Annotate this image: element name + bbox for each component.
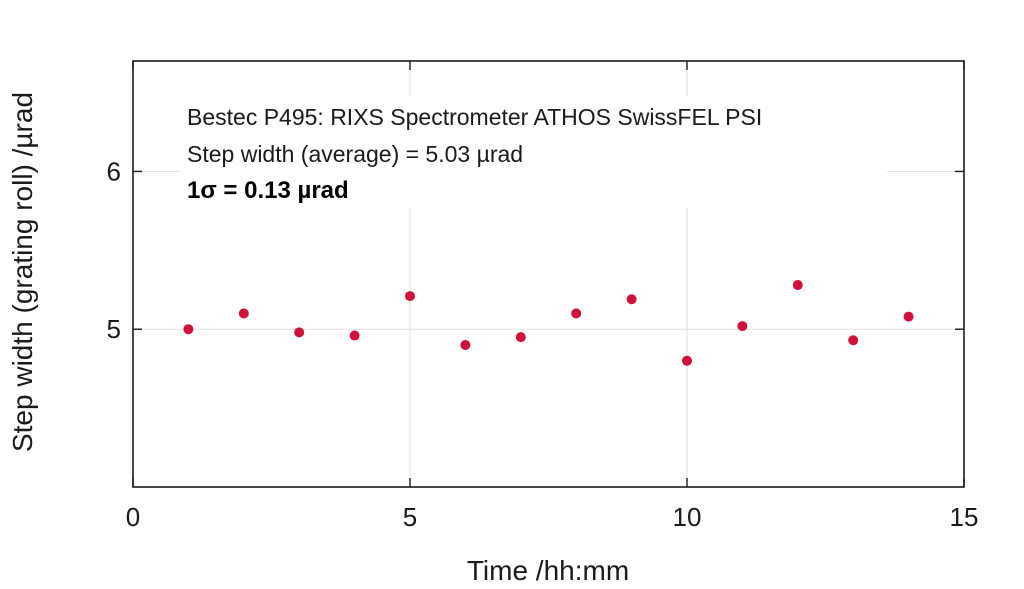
data-point: [460, 340, 471, 350]
data-point: [571, 308, 582, 319]
y-tick-labels: 56: [107, 156, 121, 344]
x-tick-label: 5: [403, 502, 417, 532]
annotation-box: [181, 96, 887, 208]
data-point: [626, 294, 637, 305]
data-point: [405, 291, 415, 302]
data-point: [848, 335, 859, 346]
annotation-sigma: 1σ = 0.13 µrad: [187, 177, 349, 204]
x-tick-labels: 0 5 10 15: [126, 502, 979, 532]
data-point: [238, 308, 249, 319]
x-tick-label: 10: [673, 502, 702, 532]
data-point: [682, 355, 692, 366]
x-tick-label: 15: [950, 502, 979, 532]
data-point: [903, 311, 914, 322]
y-tick-label: 5: [107, 314, 121, 344]
y-tick-label: 6: [107, 156, 121, 186]
x-axis-title: Time /hh:mm: [467, 555, 629, 586]
annotation-average: Step width (average) = 5.03 µrad: [187, 141, 523, 167]
data-point: [737, 321, 748, 332]
annotation-title: Bestec P495: RIXS Spectrometer ATHOS Swi…: [187, 104, 762, 130]
plot-frame: [132, 60, 965, 488]
data-point: [349, 330, 360, 341]
x-tick-label: 0: [126, 502, 140, 532]
data-point: [294, 327, 305, 338]
data-point: [792, 280, 803, 291]
data-point: [183, 324, 194, 335]
y-axis-title: Step width (grating roll) /µrad: [7, 92, 38, 452]
axis-ticks: [132, 61, 965, 487]
data-point: [515, 332, 526, 343]
data-points: [183, 280, 914, 366]
